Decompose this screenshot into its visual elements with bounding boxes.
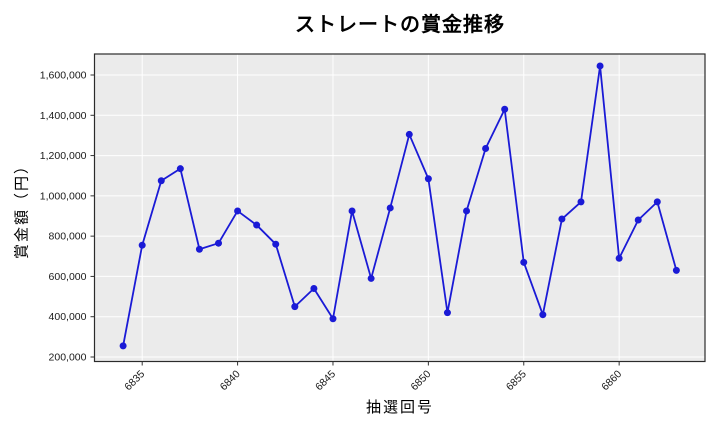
data-point — [501, 105, 509, 113]
y-tick-label: 400,000 — [49, 311, 87, 323]
data-point — [367, 274, 375, 282]
x-axis-title: 抽選回号 — [365, 399, 434, 416]
y-tick-label: 1,400,000 — [40, 110, 87, 122]
y-tick-label: 1,200,000 — [40, 150, 87, 162]
data-point — [329, 315, 337, 323]
data-point — [596, 62, 604, 70]
data-point — [234, 207, 242, 215]
tick-marks — [90, 74, 620, 366]
data-point — [157, 177, 165, 185]
data-point — [386, 204, 394, 212]
data-point — [310, 285, 318, 293]
data-point — [253, 221, 261, 229]
data-point — [615, 254, 623, 262]
data-point — [482, 145, 490, 153]
data-points — [119, 62, 680, 350]
data-point — [291, 303, 299, 311]
x-tick-label: 6840 — [218, 368, 243, 393]
x-tick-label: 6835 — [122, 368, 147, 393]
data-point — [424, 175, 432, 183]
x-tick-label: 6850 — [408, 368, 433, 393]
data-point — [539, 311, 547, 319]
data-point — [195, 245, 203, 253]
y-tick-label: 1,000,000 — [40, 190, 87, 202]
data-point — [634, 216, 642, 224]
data-point — [119, 342, 127, 350]
x-tick-label: 6845 — [313, 368, 338, 393]
data-point — [138, 241, 146, 249]
data-point — [443, 309, 451, 317]
chart-title: ストレートの賞金推移 — [295, 14, 505, 36]
x-tick-label: 6855 — [504, 368, 529, 393]
y-tick-label: 200,000 — [49, 351, 87, 363]
x-tick-labels: 6835 6840 6845 6850 6855 6860 — [122, 368, 624, 393]
plot-border — [93, 53, 706, 363]
data-point — [348, 207, 356, 215]
data-point — [215, 239, 223, 247]
y-tick-label: 1,600,000 — [40, 70, 87, 82]
data-point — [176, 165, 184, 173]
data-point — [272, 240, 280, 248]
data-point — [463, 207, 471, 215]
gridlines — [94, 54, 705, 362]
data-point — [653, 198, 661, 206]
data-point — [520, 258, 528, 266]
x-tick-label: 6860 — [599, 368, 624, 393]
data-point — [672, 266, 680, 274]
y-tick-label: 600,000 — [49, 271, 87, 283]
data-point — [405, 130, 413, 138]
y-tick-labels: 200,000 400,000 600,000 800,000 1,000,000 1,2… — [40, 70, 87, 364]
data-point — [558, 215, 566, 223]
data-point — [577, 198, 585, 206]
y-tick-label: 800,000 — [49, 231, 87, 243]
